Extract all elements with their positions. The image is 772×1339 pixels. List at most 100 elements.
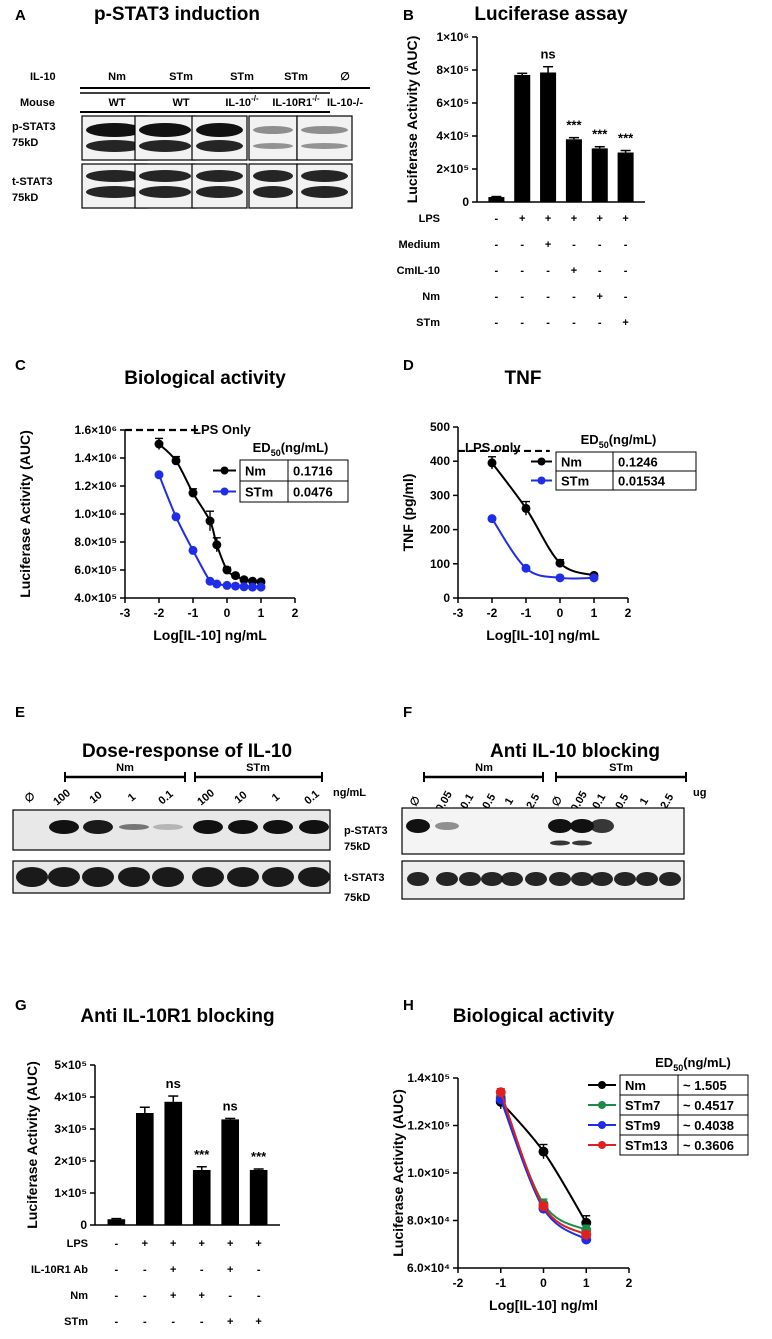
bar [221,1119,240,1225]
row-label-il10: IL-10 [30,71,56,83]
condition-mark: - [257,1264,261,1276]
mouse-label: WT [172,97,189,109]
lane-label: 1 [638,796,651,807]
data-point-stm [205,576,215,586]
blot-lane-frame [191,115,248,161]
condition-mark: - [520,291,524,303]
blot-frame-pstat3 [401,807,685,855]
legend-series-name: STm [561,474,589,489]
lane-label: ∅ [550,794,565,808]
y-tick-label: 400 [430,454,450,468]
x-tick-label: -2 [453,1276,464,1290]
x-tick-label: -1 [495,1276,506,1290]
pstat3-lower-band [572,840,592,846]
x-tick-label: -1 [188,606,199,620]
blot-label-pstat3: p-STAT3 [12,121,56,133]
x-tick-label: 0 [224,606,231,620]
condition-mark: - [228,1290,232,1302]
condition-mark: + [571,265,577,277]
lane-label: 100 [195,787,217,808]
pstat3-band [253,126,293,134]
bar [514,74,531,202]
blot-label-tstat3: t-STAT3 [344,872,385,884]
tstat3-band [591,872,613,886]
group-label: Nm [475,762,493,774]
tstat3-band [152,867,184,887]
condition-mark: - [257,1290,261,1302]
x-axis-label: Log[IL-10] ng/mL [486,627,600,643]
y-tick-label: 5×10⁵ [54,1058,87,1072]
data-point-nm [154,439,164,449]
panel-f-title: Anti IL-10 blocking [490,741,660,762]
tstat3-band [139,186,191,198]
condition-mark: - [495,239,499,251]
blot-label-75kd: 75kD [12,192,38,204]
condition-mark: - [143,1264,147,1276]
bar [488,197,505,202]
blot-label-tstat3: t-STAT3 [12,176,53,188]
pstat3-band [435,822,459,830]
condition-mark: - [572,317,576,329]
y-tick-label: 6.0×10⁵ [74,563,117,577]
condition-label: Nm [70,1290,88,1302]
bar [164,1101,183,1225]
condition-mark: - [624,239,628,251]
condition-mark: - [200,1316,204,1328]
condition-mark: - [520,265,524,277]
data-point-nm [212,540,222,550]
condition-mark: - [115,1316,119,1328]
significance-label: *** [194,1147,210,1162]
legend-marker [598,1141,606,1149]
legend-marker [598,1081,606,1089]
y-tick-label: 6×10⁵ [436,96,469,110]
condition-mark: - [115,1264,119,1276]
significance-label: ns [166,1076,181,1091]
significance-label: *** [592,127,608,142]
condition-mark: + [170,1290,176,1302]
condition-label: CmIL-10 [397,265,440,277]
legend-ed50-value: ~ 1.505 [683,1078,727,1093]
x-tick-label: 0 [540,1276,547,1290]
data-point-stm [256,582,266,592]
condition-mark: - [495,291,499,303]
series-curve-nm [491,462,595,577]
panel-letter-h: H [403,997,414,1014]
pstat3-band [253,143,293,149]
legend-ed50-value: 0.01534 [618,474,666,489]
x-tick-label: 1 [591,606,598,620]
pstat3-band [301,126,348,134]
condition-mark: - [546,265,550,277]
y-tick-label: 2×10⁵ [436,162,469,176]
condition-mark: + [545,213,551,225]
y-tick-label: 100 [430,557,450,571]
condition-label: IL-10R1 Ab [31,1264,88,1276]
legend-ed50-value: ~ 0.3606 [683,1138,734,1153]
y-tick-label: 4×10⁵ [54,1090,87,1104]
condition-mark: + [227,1264,233,1276]
data-point-stm13 [581,1229,592,1240]
il10-label: ∅ [340,71,350,83]
condition-mark: - [143,1316,147,1328]
condition-mark: - [598,265,602,277]
condition-label: STm [416,317,440,329]
x-tick-label: -2 [487,606,498,620]
y-tick-label: 8.0×10⁴ [407,1214,450,1228]
y-tick-label: 3×10⁵ [54,1122,87,1136]
chart-title: Biological activity [453,1006,615,1027]
group-label: STm [246,762,270,774]
data-point-stm [212,579,222,589]
lane-label: 0.1 [302,788,321,807]
condition-label: LPS [67,1238,88,1250]
condition-mark: + [170,1264,176,1276]
x-tick-label: -2 [154,606,165,620]
panel-a-title: p-STAT3 induction [94,4,260,25]
pstat3-band [86,140,143,152]
blot-label-75kd: 75kD [12,137,38,149]
pstat3-band [406,819,430,833]
pstat3-band [139,140,191,152]
condition-mark: - [572,239,576,251]
data-point-nm [239,575,249,585]
panel-letter-c: C [15,357,26,374]
condition-mark: + [255,1316,261,1328]
y-tick-label: 4.0×10⁵ [74,591,117,605]
